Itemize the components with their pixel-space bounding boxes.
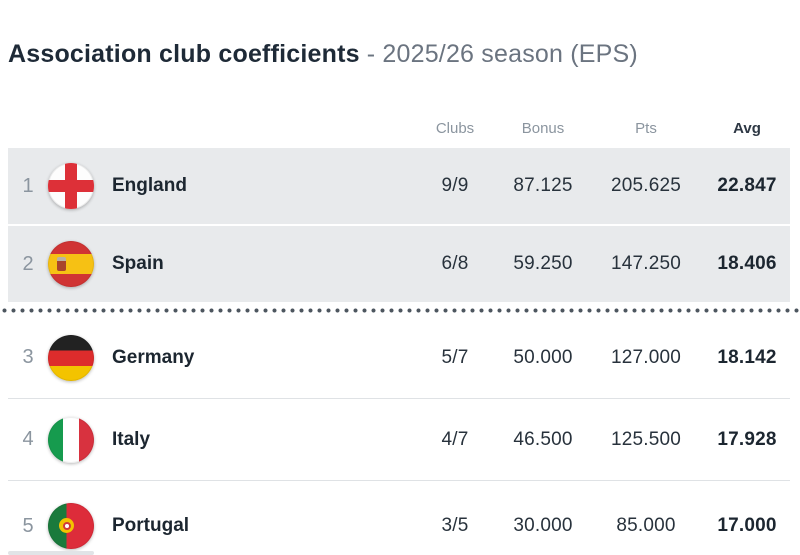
clubs-value: 5/7 (441, 346, 469, 368)
flag-cell (48, 503, 104, 549)
bonus-value: 87.125 (513, 175, 573, 196)
clubs-value: 4/7 (441, 428, 469, 450)
page-title: Association club coefficients - 2025/26 s… (8, 0, 790, 70)
rank-value: 4 (22, 428, 34, 450)
bonus-value: 50.000 (513, 346, 573, 368)
spain-flag-icon (48, 241, 94, 287)
country-name: Germany (112, 346, 195, 368)
clubs-value: 6/8 (441, 253, 469, 274)
pts-value: 125.500 (610, 428, 682, 450)
germany-flag-icon (48, 334, 94, 381)
rank-value: 3 (22, 346, 34, 368)
coefficients-table: Clubs Bonus Pts Avg 1 England 9/9 87.125… (0, 108, 800, 555)
portugal-flag-icon (48, 503, 94, 549)
country-name: Portugal (112, 515, 190, 536)
rank-value: 2 (22, 252, 34, 275)
avg-value: 17.000 (717, 515, 777, 536)
pts-value: 127.000 (610, 346, 682, 368)
pts-value: 205.625 (610, 175, 682, 196)
column-header-bonus: Bonus (521, 119, 565, 137)
flag-cell (48, 334, 104, 381)
flag-cell (48, 163, 104, 209)
table-header-row: Clubs Bonus Pts Avg (8, 108, 790, 148)
rank-value: 5 (22, 514, 34, 537)
england-flag-icon (48, 163, 94, 209)
country-name: Spain (112, 253, 164, 274)
page-title-suffix: - 2025/26 season (EPS) (366, 40, 638, 68)
column-header-pts: Pts (635, 119, 657, 137)
table-row-spain[interactable]: 2 Spain 6/8 59.250 147.250 18.406 (8, 226, 790, 302)
horizontal-scrollbar-thumb[interactable] (8, 551, 94, 555)
country-name: England (112, 175, 187, 196)
column-header-clubs: Clubs (435, 119, 475, 137)
table-row-germany[interactable]: 3 Germany 5/7 50.000 127.000 18.142 (8, 317, 790, 399)
page-title-main: Association club coefficients (8, 40, 360, 68)
table-row-italy[interactable]: 4 Italy 4/7 46.500 125.500 17.928 (8, 399, 790, 481)
flag-cell (48, 416, 104, 463)
bonus-value: 59.250 (513, 253, 573, 274)
flag-cell (48, 241, 104, 287)
bonus-value: 46.500 (513, 428, 573, 450)
pts-value: 85.000 (616, 515, 676, 536)
rank-value: 1 (22, 174, 34, 197)
avg-value: 18.406 (717, 253, 777, 274)
clubs-value: 9/9 (441, 175, 469, 196)
avg-value: 22.847 (717, 175, 777, 196)
pts-value: 147.250 (610, 253, 682, 274)
qualification-cutoff-separator (0, 304, 800, 317)
bonus-value: 30.000 (513, 515, 573, 536)
clubs-value: 3/5 (441, 515, 469, 536)
avg-value: 17.928 (717, 428, 777, 450)
country-name: Italy (112, 428, 151, 450)
column-header-avg: Avg (733, 119, 761, 137)
table-row-portugal[interactable]: 5 Portugal 3/5 30.000 85.000 17.000 (8, 481, 790, 555)
italy-flag-icon (48, 416, 94, 463)
avg-value: 18.142 (717, 346, 777, 368)
table-row-england[interactable]: 1 England 9/9 87.125 205.625 22.847 (8, 148, 790, 224)
